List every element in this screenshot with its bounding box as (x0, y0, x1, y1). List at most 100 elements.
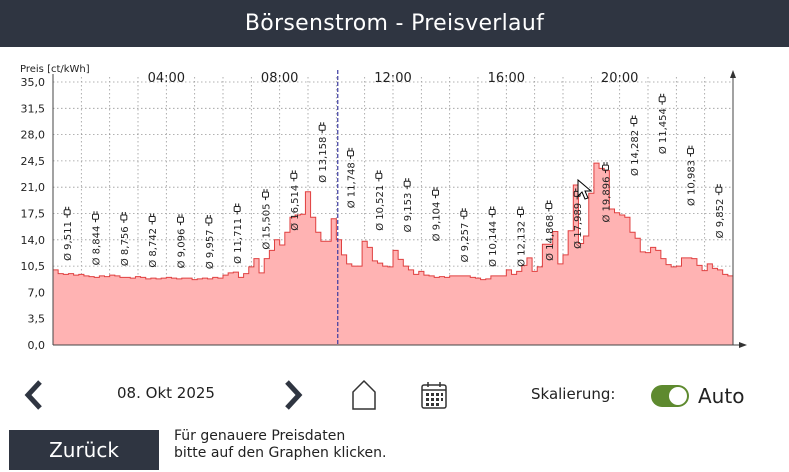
auto-scaling-toggle[interactable] (651, 385, 689, 407)
page-title: Börsenstrom - Preisverlauf (244, 11, 545, 36)
hour-average-annotation: Ø 12,132 (516, 206, 528, 267)
hour-average-annotation: Ø 8,844 (91, 211, 103, 265)
plug-body (630, 118, 638, 125)
hour-average-annotation: Ø 9,153 (402, 178, 414, 232)
auto-label: Auto (698, 384, 745, 408)
plug-body (262, 191, 269, 198)
hour-average-label: Ø 8,742 (147, 228, 159, 268)
hour-average-annotation: Ø 10,521 (374, 170, 386, 231)
x-axis-arrow (739, 342, 747, 348)
back-button[interactable]: Zurück (9, 430, 159, 470)
plug-body (658, 96, 666, 103)
plug-icon (715, 184, 723, 196)
plug-body (205, 217, 213, 224)
plug-body (148, 216, 156, 223)
y-tick-label: 7,0 (28, 286, 46, 299)
plug-body (403, 180, 411, 187)
hour-average-annotation: Ø 9,096 (176, 214, 188, 268)
hour-average-label: Ø 11,454 (657, 108, 669, 154)
plug-icon (92, 211, 99, 223)
hour-average-annotation: Ø 14,282 (629, 115, 641, 176)
price-chart[interactable]: 0,0 3,5 7,0 10,5 14,0 17,5 21,0 24,5 28,0 31,5 35,… (0, 47, 789, 360)
hour-average-label: Ø 8,756 (119, 226, 131, 266)
plug-body (715, 186, 723, 193)
plug-icon (262, 189, 269, 201)
y-tick-label: 21,0 (21, 181, 46, 194)
y-tick-label: 14,0 (21, 234, 46, 247)
chevron-right-icon (285, 380, 303, 410)
hour-average-label: Ø 9,153 (402, 193, 414, 233)
plug-icon (177, 214, 184, 226)
plug-body (347, 150, 354, 157)
hour-average-annotation: Ø 11,711 (232, 203, 244, 264)
plug-body (120, 214, 128, 221)
plug-body (545, 202, 553, 209)
plug-icon (375, 170, 383, 182)
plug-body (233, 205, 241, 212)
y-tick-label: 28,0 (21, 129, 46, 142)
plug-icon (687, 145, 694, 157)
y-tick-label: 31,5 (21, 102, 46, 115)
x-tick-label: 20:00 (601, 71, 638, 86)
calendar-icon (421, 382, 447, 409)
plug-icon (290, 170, 298, 182)
plug-icon (233, 203, 241, 215)
hour-average-annotation: Ø 11,454 (657, 93, 669, 154)
next-day-button[interactable] (273, 375, 313, 415)
x-tick-label: 08:00 (261, 71, 298, 86)
plug-body (687, 148, 694, 155)
hour-average-annotation: Ø 10,983 (686, 145, 698, 206)
hour-average-label: Ø 15,505 (261, 204, 273, 250)
plug-body (375, 172, 383, 179)
plug-icon (602, 162, 609, 174)
hour-average-label: Ø 10,144 (487, 221, 499, 267)
plug-body (63, 209, 71, 216)
scaling-label: Skalierung: (531, 385, 616, 403)
hour-average-label: Ø 9,096 (176, 229, 188, 269)
hour-average-annotation: Ø 15,505 (261, 189, 273, 250)
y-tick-label: 3,5 (28, 313, 46, 326)
toggle-knob (669, 387, 687, 405)
hint-line-1: Für genauere Preisdaten (174, 428, 346, 444)
plug-icon (347, 147, 354, 159)
hour-average-annotation: Ø 14,868 (544, 200, 556, 261)
chevron-left-icon (24, 380, 42, 410)
hour-average-annotation: Ø 9,957 (204, 215, 216, 269)
plug-icon (517, 206, 524, 218)
hint-text: Für genauere Preisdaten bitte auf den Gr… (174, 428, 386, 462)
plug-body (290, 172, 298, 179)
plug-icon (148, 213, 156, 225)
today-button[interactable] (347, 378, 381, 412)
hour-average-annotation: Ø 8,742 (147, 213, 159, 268)
plug-icon (318, 122, 326, 134)
plug-icon (403, 178, 411, 190)
hour-average-label: Ø 12,132 (516, 221, 528, 267)
plug-body (432, 189, 439, 196)
hour-average-annotation: Ø 9,104 (431, 187, 443, 241)
hour-average-annotation: Ø 8,756 (119, 212, 131, 266)
plug-icon (488, 206, 496, 218)
hour-average-label: Ø 9,257 (459, 223, 471, 263)
y-tick-label: 17,5 (21, 208, 46, 221)
hour-average-label: Ø 17,989 (572, 203, 584, 249)
hour-average-label: Ø 11,748 (346, 162, 358, 208)
y-tick-label: 24,5 (21, 155, 46, 168)
hour-average-label: Ø 13,158 (317, 137, 329, 183)
hour-average-annotation: Ø 9,852 (714, 184, 726, 238)
hour-average-label: Ø 16,514 (289, 185, 301, 231)
hour-average-annotation: Ø 10,144 (487, 206, 499, 267)
hour-average-annotation: Ø 9,257 (459, 208, 471, 262)
y-axis-label: Preis [ct/kWh] (20, 64, 90, 75)
prev-day-button[interactable] (14, 375, 54, 415)
y-axis-arrow (730, 70, 736, 78)
hour-average-label: Ø 9,957 (204, 229, 216, 269)
hour-average-label: Ø 9,511 (62, 221, 74, 261)
plug-icon (630, 115, 638, 127)
plug-body (318, 124, 326, 131)
plug-icon (460, 208, 468, 220)
date-display: 08. Okt 2025 (117, 384, 215, 402)
calendar-button[interactable] (417, 378, 451, 412)
plug-icon (63, 206, 71, 218)
hour-average-label: Ø 8,844 (91, 226, 103, 266)
plug-icon (432, 187, 439, 199)
